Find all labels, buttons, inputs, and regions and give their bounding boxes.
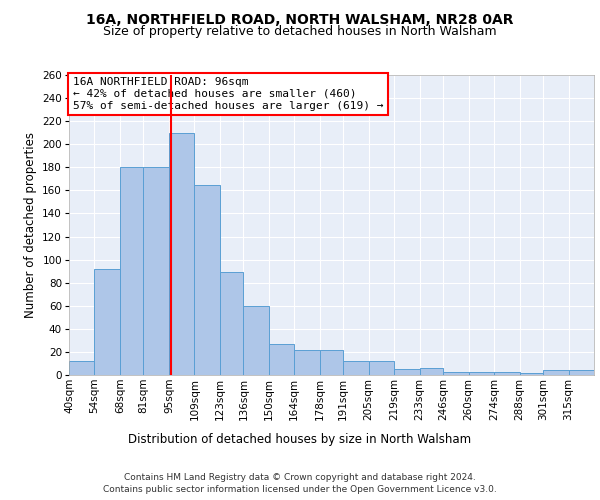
- Text: Distribution of detached houses by size in North Walsham: Distribution of detached houses by size …: [128, 432, 472, 446]
- Bar: [494, 372, 520, 375]
- Bar: [269, 344, 294, 375]
- Bar: [520, 372, 543, 375]
- Text: 16A NORTHFIELD ROAD: 96sqm
← 42% of detached houses are smaller (460)
57% of sem: 16A NORTHFIELD ROAD: 96sqm ← 42% of deta…: [73, 78, 383, 110]
- Bar: [543, 370, 569, 375]
- Bar: [294, 350, 320, 375]
- Bar: [394, 369, 419, 375]
- Text: Size of property relative to detached houses in North Walsham: Size of property relative to detached ho…: [103, 25, 497, 38]
- Y-axis label: Number of detached properties: Number of detached properties: [24, 132, 37, 318]
- Bar: [244, 306, 269, 375]
- Bar: [194, 184, 220, 375]
- Bar: [443, 372, 469, 375]
- Bar: [169, 132, 194, 375]
- Bar: [569, 370, 594, 375]
- Bar: [343, 361, 369, 375]
- Bar: [469, 372, 494, 375]
- Bar: [369, 361, 394, 375]
- Bar: [220, 272, 244, 375]
- Text: 16A, NORTHFIELD ROAD, NORTH WALSHAM, NR28 0AR: 16A, NORTHFIELD ROAD, NORTH WALSHAM, NR2…: [86, 12, 514, 26]
- Text: Contains public sector information licensed under the Open Government Licence v3: Contains public sector information licen…: [103, 485, 497, 494]
- Bar: [69, 361, 94, 375]
- Bar: [320, 350, 343, 375]
- Bar: [120, 168, 143, 375]
- Text: Contains HM Land Registry data © Crown copyright and database right 2024.: Contains HM Land Registry data © Crown c…: [124, 472, 476, 482]
- Bar: [143, 168, 169, 375]
- Bar: [94, 269, 120, 375]
- Bar: [419, 368, 443, 375]
